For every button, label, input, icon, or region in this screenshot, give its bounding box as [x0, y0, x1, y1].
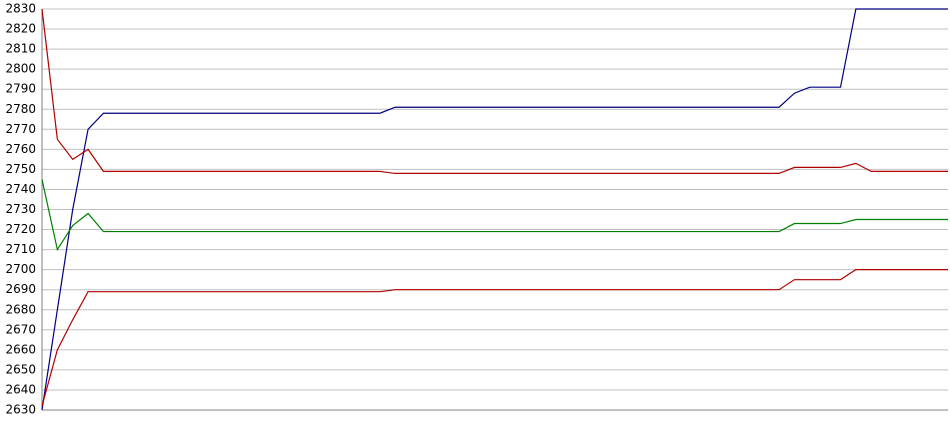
y-tick-label: 2710	[5, 242, 36, 256]
y-tick-label: 2630	[5, 403, 36, 417]
series-line	[41, 8, 948, 411]
y-tick-label: 2640	[5, 382, 36, 396]
y-tick-label: 2780	[5, 102, 36, 116]
y-tick-label: 2820	[5, 22, 36, 36]
y-tick-label: 2790	[5, 82, 36, 96]
y-tick-label: 2810	[5, 42, 36, 56]
y-tick-label: 2830	[5, 2, 36, 16]
y-tick-label: 2760	[5, 142, 36, 156]
y-tick-label: 2670	[5, 322, 36, 336]
y-tick-label: 2720	[5, 222, 36, 236]
y-tick-label: 2650	[5, 362, 36, 376]
y-tick-label: 2730	[5, 202, 36, 216]
y-tick-label: 2700	[5, 262, 36, 276]
y-tick-label: 2800	[5, 62, 36, 76]
y-tick-label: 2740	[5, 182, 36, 196]
series-line	[41, 8, 948, 175]
series-line	[41, 269, 948, 407]
series-line	[41, 179, 948, 252]
y-tick-label: 2660	[5, 342, 36, 356]
y-tick-label: 2750	[5, 162, 36, 176]
y-tick-label: 2770	[5, 122, 36, 136]
y-tick-label: 2680	[5, 302, 36, 316]
y-tick-label: 2690	[5, 282, 36, 296]
